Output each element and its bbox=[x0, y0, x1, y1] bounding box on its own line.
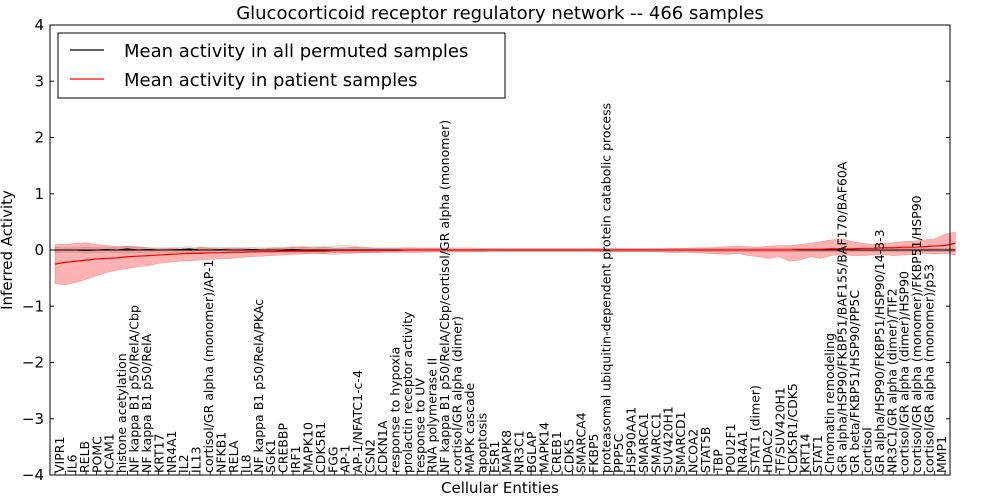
x-tick-label: response to UV bbox=[412, 378, 427, 473]
x-tick-label: NFKB1 bbox=[214, 432, 229, 473]
x-tick-label: GR alpha/HSP90/FKBP51/HSP90/14-3-3 bbox=[872, 229, 887, 473]
x-tick-label: cortisol/GR alpha (monomer)/p53 bbox=[922, 264, 937, 473]
x-tick-label: CREBBP bbox=[276, 423, 291, 473]
x-tick-label: GR alpha/HSP90/FKBP51/BAF155/BAF170/BAF6… bbox=[835, 161, 850, 473]
x-tick-label: ICAM1 bbox=[102, 433, 117, 473]
x-tick-label: MAPK cascade bbox=[462, 382, 477, 473]
band-patient bbox=[54, 231, 956, 286]
x-tick-label: RELB bbox=[77, 441, 92, 473]
x-tick-label: NR3C1 bbox=[512, 430, 527, 473]
x-tick-label: NF kappa B1 p50/RelA/PKAc bbox=[251, 299, 266, 473]
y-tick-label: −2 bbox=[22, 354, 44, 372]
x-tick-label: NR4A1 bbox=[164, 431, 179, 474]
y-tick-label: 1 bbox=[34, 185, 44, 203]
x-tick-label: FGG bbox=[325, 446, 340, 473]
x-tick-label: VIPR1 bbox=[52, 437, 67, 473]
x-tick-label: prolactin receptor activity bbox=[400, 311, 415, 473]
x-tick-label: CDKN1A bbox=[375, 420, 390, 473]
x-tick-label: BGLAP bbox=[524, 431, 539, 473]
x-tick-label: apoptosis bbox=[474, 413, 489, 473]
x-tick-label: TF/SUV420H1 bbox=[773, 387, 788, 474]
x-tick-label: STAT5B bbox=[698, 427, 713, 473]
x-tick-label: HSP90AA1 bbox=[623, 407, 638, 473]
x-tick-label: FKBP5 bbox=[586, 434, 601, 473]
x-axis-label: Cellular Entities bbox=[441, 479, 559, 497]
x-tick-label: cortisol/GR alpha (monomer)/AP-1 bbox=[201, 260, 216, 474]
x-tick-label: CSN2 bbox=[363, 439, 378, 473]
x-tick-label: MAPK14 bbox=[537, 422, 552, 473]
x-tick-label: STAT1 bbox=[810, 435, 825, 473]
x-tick-label: NR4A1 bbox=[735, 431, 750, 474]
x-tick-label: POU2F1 bbox=[723, 423, 738, 473]
x-tick-label: IL2 bbox=[176, 454, 191, 473]
x-tick-label: KRT17 bbox=[151, 433, 166, 473]
y-tick-label: 0 bbox=[34, 241, 44, 259]
x-tick-label: SMARCD1 bbox=[673, 411, 688, 473]
x-tick-label: proteasomal ubiquitin-dependent protein … bbox=[599, 103, 614, 473]
x-tick-label: PPP5C bbox=[611, 433, 626, 473]
legend: Mean activity in all permuted samples Me… bbox=[57, 32, 506, 99]
x-tick-label: IL13 bbox=[189, 446, 204, 473]
y-axis: −4 −3 −2 −1 0 1 2 3 4 bbox=[22, 16, 950, 484]
x-tick-label: AP-1 bbox=[338, 445, 353, 473]
x-tick-label: RELA bbox=[226, 440, 241, 473]
x-tick-label: SMARCA1 bbox=[636, 412, 651, 473]
x-tick-label: CDK5R1/CDK5 bbox=[785, 383, 800, 473]
y-tick-label: −3 bbox=[22, 410, 44, 428]
x-tick-label: MMP1 bbox=[934, 436, 949, 473]
x-tick-label: SGK1 bbox=[263, 439, 278, 473]
x-tick-label: MAPK10 bbox=[301, 422, 316, 473]
y-tick-label: −1 bbox=[22, 297, 44, 315]
x-tick-label: AP-1/NFATC1-c-4 bbox=[350, 370, 365, 473]
x-tick-label: NCOA2 bbox=[686, 429, 701, 473]
x-tick-label: SUV420H1 bbox=[661, 406, 676, 473]
x-tick-label: response to hypoxia bbox=[387, 347, 402, 473]
x-tick-label: ESR1 bbox=[487, 441, 502, 473]
x-tick-label: SMARCC1 bbox=[648, 412, 663, 473]
legend-label-patient: Mean activity in patient samples bbox=[124, 70, 418, 91]
legend-box bbox=[57, 32, 506, 99]
x-tick-label: NR3C1/GR alpha (dimer)/TIF2 bbox=[884, 288, 899, 473]
x-tick-label: cortisol/GR alpha (dimer)/HSP90 bbox=[897, 271, 912, 473]
x-tick-label: NF kappa B1 p50/RelA/Cbp/cortisol/GR alp… bbox=[437, 120, 452, 473]
y-tick-label: 2 bbox=[34, 129, 44, 147]
x-tick-label: TBP bbox=[710, 449, 725, 474]
x-tick-label: NF kappa B1 p50/RelA bbox=[139, 333, 154, 473]
x-tick-label: cortisol/GR alpha (monomer)/FKBP51/HSP90 bbox=[909, 195, 924, 473]
x-tick-label: histone acetylation bbox=[114, 353, 129, 473]
y-axis-label: Inferred Activity bbox=[0, 190, 16, 310]
x-tick-label: IRF1 bbox=[288, 445, 303, 473]
y-tick-label: 3 bbox=[34, 72, 44, 90]
x-tick-label: STAT1 (dimer) bbox=[748, 385, 763, 473]
x-tick-label: IL8 bbox=[238, 454, 253, 473]
x-tick-label: IL6 bbox=[64, 454, 79, 473]
x-tick-label: CDK5R1 bbox=[313, 422, 328, 473]
x-tick-label: Chromatin remodeling bbox=[822, 333, 837, 473]
x-tick-label: POMC bbox=[89, 436, 104, 473]
x-tick-label: cortisol bbox=[860, 427, 875, 473]
x-tick-label: KRT14 bbox=[797, 433, 812, 473]
x-tick-label: SMARCA4 bbox=[574, 412, 589, 473]
x-tick-label: HDAC2 bbox=[760, 429, 775, 473]
x-tick-label: GR beta/FKBP51/HSP90/PP5C bbox=[847, 290, 862, 473]
y-tick-label: 4 bbox=[34, 16, 44, 34]
plot-area bbox=[49, 24, 956, 476]
x-tick-label: MAPK8 bbox=[499, 430, 514, 473]
y-tick-label: −4 bbox=[22, 466, 44, 484]
x-tick-label: RNA polymerase II bbox=[425, 358, 440, 473]
x-tick-label: NF kappa B1 p50/RelA/Cbp bbox=[127, 305, 142, 473]
legend-label-permuted: Mean activity in all permuted samples bbox=[124, 41, 468, 62]
chart-title: Glucocorticoid receptor regulatory netwo… bbox=[236, 3, 764, 24]
x-tick-label: CDK5 bbox=[561, 438, 576, 473]
x-tick-label: cortisol/GR alpha (dimer) bbox=[450, 316, 465, 473]
x-tick-label: CREB1 bbox=[549, 431, 564, 473]
series-line-patient bbox=[54, 242, 956, 265]
